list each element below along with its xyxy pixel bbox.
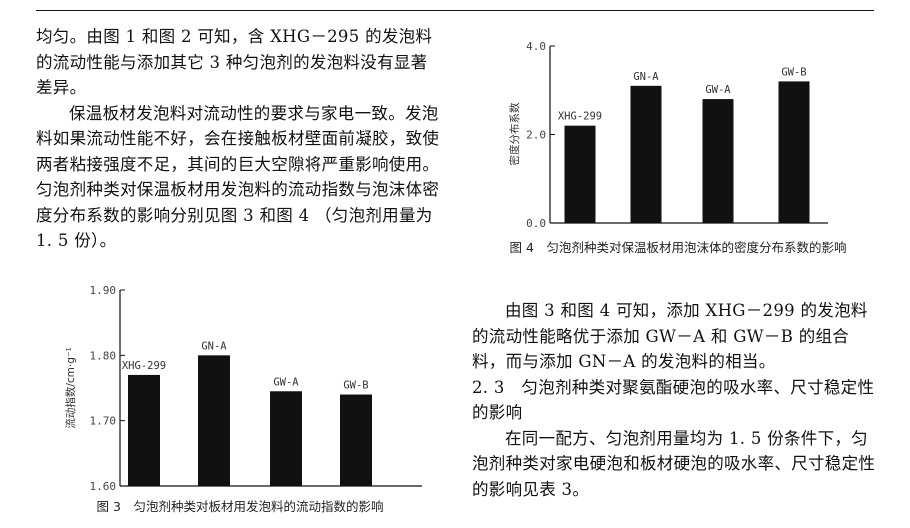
fig3-y-axis-label: 流动指数/cm·g⁻¹ [64, 347, 77, 428]
fig4-y-axis-label: 密度分布系数 [508, 102, 521, 165]
fig4-y-tick-label: 2.0 [526, 129, 546, 142]
left-paragraph-1: 均匀。由图 1 和图 2 可知，含 XHG－295 的发泡料的流动性能与添加其它… [36, 27, 433, 97]
fig3-y-tick-label: 1.80 [90, 349, 117, 362]
left-column: 均匀。由图 1 和图 2 可知，含 XHG－295 的发泡料的流动性能与添加其它… [36, 24, 441, 254]
fig4-bar-gn-a [630, 85, 662, 223]
fig4-bar-label-gn-a: GN-A [633, 71, 659, 83]
fig3-bar-gn-a [198, 355, 230, 486]
figure-3-caption: 图 3 匀泡剂种类对板材用发泡料的流动指数的影响 [96, 499, 384, 514]
fig3-y-tick-label: 1.70 [90, 415, 117, 428]
left-paragraph-2: 保温板材发泡料对流动性的要求与家电一致。发泡料如果流动性能不好，会在接触板材壁面… [36, 103, 440, 251]
fig3-bar-xhg-299 [128, 374, 160, 486]
fig4-y-tick-label: 4.0 [526, 40, 546, 53]
fig3-bar-label-gw-a: GW-A [273, 376, 299, 388]
fig3-bar-gw-b [340, 394, 372, 486]
fig4-bar-xhg-299 [564, 125, 596, 223]
right-paragraph-2: 在同一配方、匀泡剂用量均为 1. 5 份条件下，匀泡剂种类对家电硬泡和板材硬泡的… [472, 428, 876, 499]
right-paragraph-1: 由图 3 和图 4 可知，添加 XHG－299 的发泡料的流动性能略优于添加 G… [472, 301, 868, 371]
fig3-y-tick-label: 1.60 [90, 480, 117, 493]
fig4-y-tick-label: 0.0 [526, 217, 546, 230]
fig4-bar-label-gw-b: GW-B [781, 66, 806, 78]
figure-4-chart: 0.0 2.0 4.0 密度分布系数 XHG-299 GN-A GW-A GW-B [508, 40, 828, 230]
fig4-bar-label-xhg-299: XHG-299 [558, 111, 602, 123]
fig3-bar-gw-a [270, 391, 302, 486]
figure-4-caption: 图 4 匀泡剂种类对保温板材用泡沫体的密度分布系数的影响 [509, 240, 847, 255]
fig3-bar-label-gn-a: GN-A [201, 340, 227, 352]
fig3-y-tick-label: 1.90 [90, 284, 117, 297]
fig3-bar-label-gw-b: GW-B [343, 380, 368, 392]
fig4-bar-gw-b [778, 81, 810, 224]
fig4-bar-gw-a [702, 99, 734, 223]
fig3-bar-label-xhg-299: XHG-299 [122, 360, 166, 372]
figure-3-chart: 1.60 1.70 1.80 1.90 流动指数/cm·g⁻¹ XHG-299 GN-A GW… [64, 284, 422, 493]
fig4-bar-label-gw-a: GW-A [705, 84, 731, 96]
right-column: 由图 3 和图 4 可知，添加 XHG－299 的发泡料的流动性能略优于添加 G… [472, 298, 876, 502]
header-rule [36, 10, 874, 11]
section-heading: 2. 3 匀泡剂种类对聚氨酯硬泡的吸水率、尺寸稳定性的影响 [472, 377, 875, 423]
